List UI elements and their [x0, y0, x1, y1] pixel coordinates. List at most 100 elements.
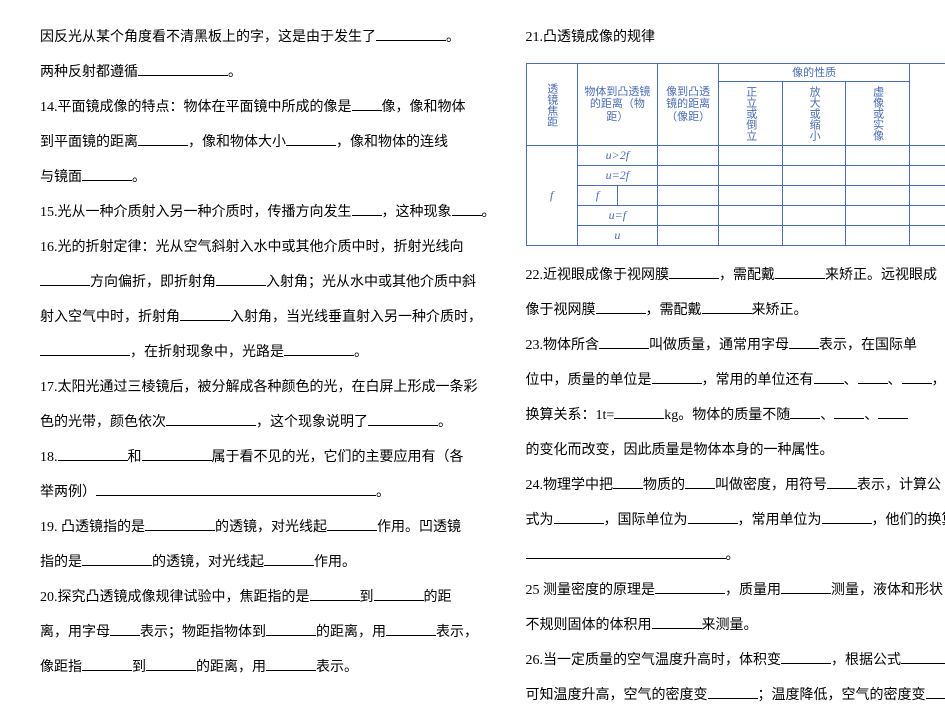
table-cell	[909, 206, 945, 226]
text: 表示；物距指物体到	[140, 625, 266, 640]
text: ，这种现象	[382, 205, 452, 220]
text: 两种反射都遵循	[40, 65, 138, 80]
text: 不规则固体的体积用	[526, 618, 652, 633]
blank	[781, 647, 831, 664]
blank	[82, 654, 132, 671]
text: 、	[820, 408, 834, 423]
text: 到	[360, 590, 374, 605]
table-row: f u>2f	[526, 146, 945, 166]
table-cell: u=2f	[577, 166, 657, 186]
blank	[82, 549, 152, 566]
text: 。	[132, 170, 146, 185]
blank	[327, 514, 377, 531]
blank	[352, 199, 382, 216]
text-line: 16.光的折射定律：光从空气斜射入水中或其他介质中时，折射光线向	[40, 230, 496, 265]
blank	[685, 472, 715, 489]
text: 到平面镜的距离	[40, 135, 138, 150]
text: 像于视网膜	[526, 303, 596, 318]
blank	[284, 339, 354, 356]
table-cell	[719, 206, 782, 226]
table-cell	[657, 166, 719, 186]
text: 和	[128, 450, 142, 465]
text-line: 19. 凸透镜指的是的透镜，对光线起作用。凹透镜	[40, 510, 496, 545]
text: ，根据公式	[831, 653, 901, 668]
text-line: 色的光带，颜色依次，这个现象说明了。	[40, 405, 496, 440]
blank	[822, 507, 872, 524]
blank	[789, 332, 819, 349]
text: 位中，质量的单位是	[526, 373, 652, 388]
blank	[708, 682, 758, 699]
text: 举两例）	[40, 485, 96, 500]
text-line: 与镜面。	[40, 160, 496, 195]
blank	[374, 584, 424, 601]
text: 色的光带，颜色依次	[40, 415, 166, 430]
text: 20.探究凸透镜成像规律试验中，焦距指的是	[40, 590, 310, 605]
blank	[40, 269, 90, 286]
text-line: 26.当一定质量的空气温度升高时，体积变 ，根据公式	[526, 643, 945, 678]
table-header: 左右相同或相反	[909, 64, 945, 146]
text: ；温度降低，空气的密度变	[758, 688, 926, 703]
text: 来矫正。远视眼成	[825, 268, 937, 283]
text-line: 离，用字母表示；物距指物体到的距离，用表示，	[40, 615, 496, 650]
table-cell	[909, 226, 945, 246]
blank	[138, 59, 228, 76]
text-line: 22.近视眼成像于视网膜，需配戴来矫正。远视眼成	[526, 258, 945, 293]
table-cell	[719, 186, 782, 206]
text: 。	[228, 65, 242, 80]
table-cell: u	[577, 226, 657, 246]
table-cell	[719, 166, 782, 186]
text: 测量，液体和形状	[831, 583, 943, 598]
text: 。	[482, 205, 496, 220]
blank	[286, 129, 336, 146]
blank	[669, 262, 719, 279]
text-line: 的变化而改变，因此质量是物体本身的一种属性。	[526, 433, 945, 468]
table-cell	[657, 186, 719, 206]
table-cell	[846, 146, 909, 166]
text-line: 举两例）。	[40, 475, 496, 510]
blank	[878, 402, 908, 419]
text: 作用。	[314, 555, 356, 570]
blank	[166, 409, 256, 426]
table-cell	[782, 146, 845, 166]
text-line: 像于视网膜，需配戴来矫正。	[526, 293, 945, 328]
blank	[266, 619, 316, 636]
text: 离，用字母	[40, 625, 110, 640]
text: ，质量用	[725, 583, 781, 598]
blank	[652, 612, 702, 629]
text: 来矫正。	[752, 303, 808, 318]
text-line: 14.平面镜成像的特点：物体在平面镜中所成的像是像，像和物体	[40, 90, 496, 125]
text: 表示，在国际单	[819, 338, 917, 353]
blank	[376, 24, 446, 41]
text-line: 21.凸透镜成像的规律	[526, 20, 945, 55]
text: ，像和物体大小	[188, 135, 286, 150]
blank	[526, 542, 726, 559]
blank	[834, 402, 864, 419]
text: 26.当一定质量的空气温度升高时，体积变	[526, 653, 782, 668]
text: ，像和物体的连线	[336, 135, 448, 150]
text-line: 指的是的透镜，对光线起作用。	[40, 545, 496, 580]
text: 。	[438, 415, 452, 430]
blank	[352, 94, 382, 111]
table-header-row: 透镜焦距 物体到凸透镜的距离（物距） 像到凸透镜的距离（像距） 像的性质 左右相…	[526, 64, 945, 82]
text: 23.物体所含	[526, 338, 600, 353]
blank	[310, 584, 360, 601]
text-line: 20.探究凸透镜成像规律试验中，焦距指的是到的距	[40, 580, 496, 615]
text: 。	[726, 548, 740, 563]
table-cell	[846, 206, 909, 226]
text: 21.凸透镜成像的规律	[526, 30, 656, 45]
text-line: 换算关系：1t=kg。物体的质量不随、、	[526, 398, 945, 433]
table-cell	[719, 146, 782, 166]
text: 像，像和物体	[382, 100, 466, 115]
text: 25 测量密度的原理是	[526, 583, 656, 598]
blank	[386, 619, 436, 636]
blank	[614, 402, 664, 419]
text: ，常用单位为	[738, 513, 822, 528]
table-cell	[782, 186, 845, 206]
text: 叫做密度，用符号	[715, 478, 827, 493]
table-cell	[909, 186, 945, 206]
text: ，	[932, 373, 945, 388]
blank	[814, 367, 844, 384]
blank	[858, 367, 888, 384]
table-cell	[846, 226, 909, 246]
table-cell	[719, 226, 782, 246]
